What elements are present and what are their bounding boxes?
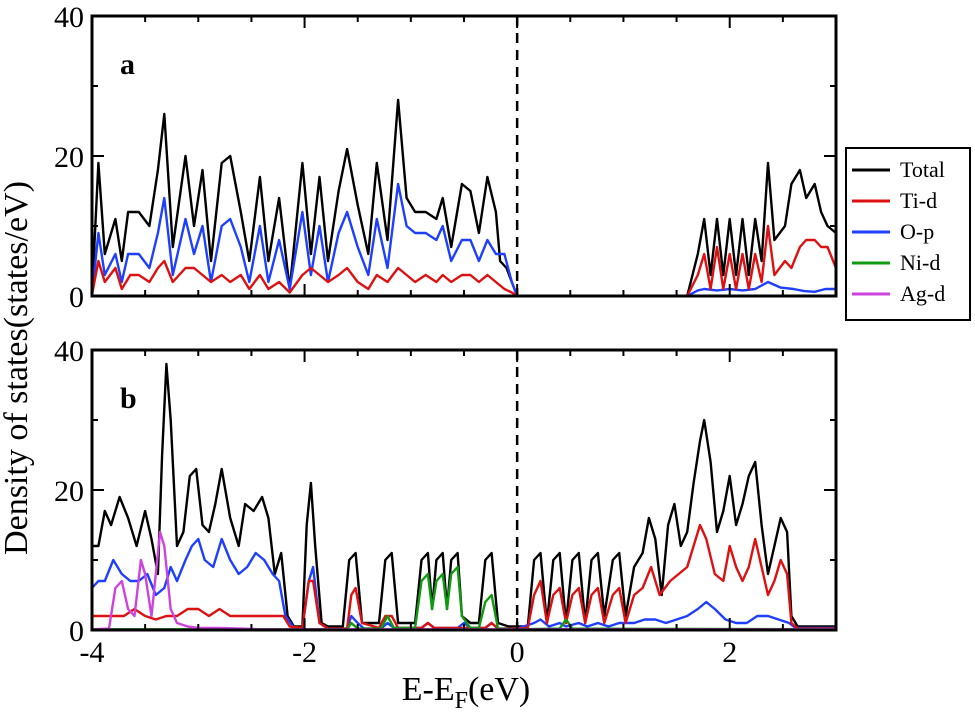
series-ag-d-line-b [91,530,836,631]
panel-a-series [90,98,838,298]
panel-b: b [90,348,838,632]
panel-b-frame [90,348,838,632]
panel-b-series [91,362,837,631]
x-tick-label: -2 [292,636,317,669]
panel-a-frame [90,14,838,298]
x-axis-title-unit: (eV) [468,671,530,708]
series-ti-d-line-a [90,224,838,298]
x-tick-label: 0 [510,636,525,669]
legend: Total Ti-d O-p Ni-d Ag-d [845,147,971,321]
legend-label-ti-d: Ti-d [900,188,937,213]
legend-label-ni-d: Ni-d [900,250,940,275]
y-tick-label: 0 [69,281,84,314]
x-tick-label: 2 [722,636,737,669]
panel-a-label: a [120,48,135,81]
legend-entries: Total Ti-d O-p Ni-d Ag-d [852,157,945,306]
y-tick-labels: 0 20 40 0 20 40 [54,1,84,648]
series-o-p-line-a [90,182,836,298]
x-axis-title-main: E-E [402,671,455,708]
y-axis-title: Density of states(states/eV) [0,181,35,555]
x-axis-title: E-EF(eV) [402,671,531,714]
series-ti-d-line-b [92,523,836,630]
y-tick-label: 40 [54,335,84,368]
x-tick-labels: -4 -2 0 2 [80,636,738,669]
panel-b-ticks [91,349,837,631]
series-total-line-a [90,98,837,298]
panel-b-label: b [120,382,137,415]
y-tick-label: 20 [54,141,84,174]
legend-label-ag-d: Ag-d [900,281,945,306]
y-tick-label: 40 [54,1,84,34]
legend-box [845,147,971,321]
panel-a: a [90,14,838,298]
x-tick-label: -4 [80,636,105,669]
legend-label-total: Total [900,157,945,182]
y-tick-label: 0 [69,615,84,648]
series-o-p-line-b [91,537,836,630]
panel-a-ticks [91,15,837,297]
x-axis-title-subscript: F [455,688,468,714]
legend-label-o-p: O-p [900,219,934,244]
y-tick-label: 20 [54,475,84,508]
series-total-line-b [92,362,836,628]
